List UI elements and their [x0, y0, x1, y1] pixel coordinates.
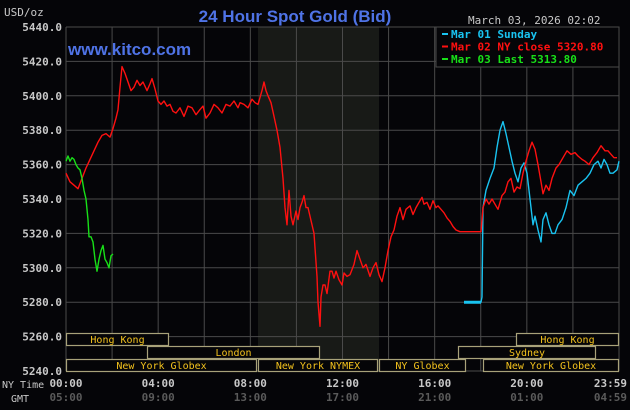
ny-time-tick: 04:00 [142, 377, 175, 390]
session-label: New York Globex [506, 361, 596, 372]
legend-item-label: Mar 03 Last 5313.80 [451, 53, 577, 66]
gmt-label: GMT [11, 394, 29, 405]
ny-time-tick: 08:00 [234, 377, 267, 390]
gmt-time-tick: 05:00 [49, 391, 82, 404]
ny-time-tick: 23:59 [594, 377, 627, 390]
session-box [65, 332, 170, 347]
y-tick-label: 5420.0 [22, 55, 62, 68]
gmt-time-tick: 01:00 [510, 391, 543, 404]
y-tick-label: 5280.0 [22, 296, 62, 309]
session-label: New York Globex [116, 361, 206, 372]
ny-time-tick: 16:00 [418, 377, 451, 390]
market-sessions: Hong Kong Hong Kong London Sydney New York G… [65, 332, 620, 373]
y-tick-label: 5400.0 [22, 90, 62, 103]
y-tick-label: 5360.0 [22, 159, 62, 172]
session-box [257, 358, 379, 373]
ny-time-tick: 20:00 [510, 377, 543, 390]
y-tick-label: 5320.0 [22, 227, 62, 240]
ny-time-label: NY Time [2, 380, 44, 391]
ny-time-tick: 00:00 [49, 377, 82, 390]
session-box [457, 345, 597, 360]
legend-swatch [442, 45, 448, 48]
session-box [378, 358, 467, 373]
legend-swatch [442, 58, 448, 60]
legend-swatch [442, 33, 448, 35]
timestamp: March 03, 2026 02:02 [468, 14, 600, 27]
session-box [146, 345, 321, 360]
gmt-time-tick: 17:00 [326, 391, 359, 404]
y-axis-labels: 5440.0 5420.0 5400.0 5380.0 5360.0 5340.0 5320… [22, 21, 62, 378]
series-line-1 [65, 65, 617, 327]
y-tick-label: 5440.0 [22, 21, 62, 34]
series-line-2 [65, 155, 114, 272]
legend-item-label: Mar 01 Sunday [451, 28, 537, 41]
session-box [515, 332, 620, 347]
price-lines [65, 65, 620, 327]
grid-lines [65, 26, 620, 372]
legend-box [435, 26, 620, 68]
y-tick-label: 5300.0 [22, 262, 62, 275]
y-tick-label: 5240.0 [22, 365, 62, 378]
session-label: Hong Kong [540, 335, 594, 346]
website-watermark: www.kitco.com [67, 40, 191, 59]
unit-label: USD/oz [4, 6, 44, 19]
ny-time-tick: 12:00 [326, 377, 359, 390]
y-tick-label: 5380.0 [22, 124, 62, 137]
y-tick-label: 5260.0 [22, 331, 62, 344]
session-box [65, 358, 258, 373]
legend-item-label: Mar 02 NY close 5320.80 [451, 41, 603, 54]
gmt-time-tick: 09:00 [142, 391, 175, 404]
session-label: Sydney [509, 348, 545, 359]
session-label: NY Globex [395, 361, 449, 372]
x-axis-labels: 00:00 04:00 08:00 12:00 16:00 20:00 23:59 05:00… [49, 377, 627, 404]
gmt-time-tick: 04:59 [594, 391, 627, 404]
y-tick-label: 5340.0 [22, 193, 62, 206]
session-label: New York NYMEX [276, 361, 360, 372]
series-line-0 [464, 120, 620, 303]
gmt-time-tick: 21:00 [418, 391, 451, 404]
session-box [482, 358, 620, 373]
chart-title: 24 Hour Spot Gold (Bid) [199, 7, 392, 26]
session-label: London [215, 348, 251, 359]
gmt-time-tick: 13:00 [234, 391, 267, 404]
session-label: Hong Kong [90, 335, 144, 346]
